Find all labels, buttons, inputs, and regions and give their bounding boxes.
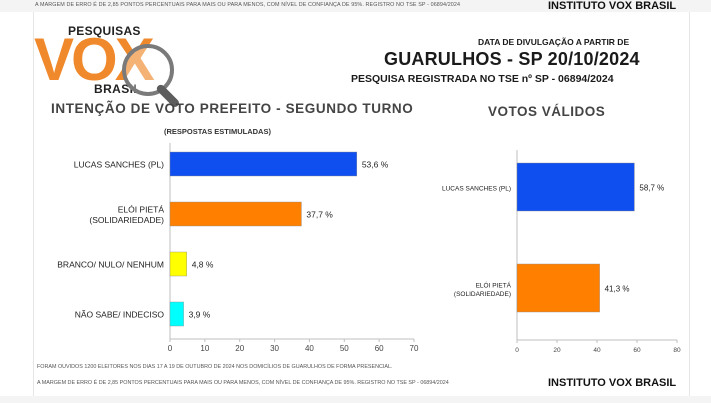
top-brand: INSTITUTO VOX BRASIL bbox=[548, 0, 677, 12]
bar-value-label: 53,6 % bbox=[362, 160, 389, 170]
x-tick-label: 60 bbox=[633, 347, 641, 354]
registration-text: PESQUISA REGISTRADA NO TSE nº SP - 06894… bbox=[351, 73, 614, 85]
x-tick-label: 20 bbox=[553, 347, 561, 354]
top-strip bbox=[0, 0, 711, 12]
bar-value-label: 41,3 % bbox=[605, 285, 630, 294]
fieldwork-note: FORAM OUVIDOS 1200 ELEITORES NOS DIAS 17… bbox=[37, 364, 393, 370]
x-tick-label: 0 bbox=[168, 344, 173, 353]
footer-brand: INSTITUTO VOX BRASIL bbox=[548, 377, 677, 389]
bar-0-0 bbox=[169, 151, 358, 177]
footer-margin-note: A MARGEM DE ERRO É DE 2,85 PONTOS PERCEN… bbox=[37, 380, 449, 386]
chart-title-voting-intention: INTENÇÃO DE VOTO PREFEITO - SEGUNDO TURN… bbox=[51, 101, 414, 116]
x-tick-label: 80 bbox=[673, 347, 681, 354]
x-tick-label: 40 bbox=[305, 344, 314, 353]
category-label: (SOLIDARIEDADE) bbox=[89, 215, 164, 225]
x-tick-label: 30 bbox=[270, 344, 279, 353]
city-date-title: GUARULHOS - SP 20/10/2024 bbox=[384, 49, 640, 69]
x-tick-label: 50 bbox=[340, 344, 349, 353]
category-label: ELÓI PIETÁ bbox=[476, 280, 512, 289]
bar-0-2 bbox=[169, 251, 187, 277]
x-tick-label: 0 bbox=[515, 347, 519, 354]
bar-0-1 bbox=[169, 201, 302, 227]
x-tick-label: 60 bbox=[375, 344, 384, 353]
category-label: NÃO SABE/ INDECISO bbox=[75, 310, 165, 320]
x-tick-label: 70 bbox=[410, 344, 419, 353]
release-date-label: DATA DE DIVULGAÇÃO A PARTIR DE bbox=[478, 37, 630, 47]
top-margin-note: A MARGEM DE ERRO É DE 2,85 PONTOS PERCEN… bbox=[35, 2, 461, 8]
x-tick-label: 40 bbox=[593, 347, 601, 354]
category-label: LUCAS SANCHES (PL) bbox=[442, 186, 511, 193]
category-label: ELÓI PIETÁ bbox=[118, 204, 165, 214]
x-tick-label: 20 bbox=[235, 344, 244, 353]
category-label: LUCAS SANCHES (PL) bbox=[74, 160, 164, 170]
bar-value-label: 37,7 % bbox=[306, 210, 333, 220]
bar-1-1 bbox=[516, 263, 600, 313]
chart-subtitle-stimulated: (RESPOSTAS ESTIMULADAS) bbox=[164, 127, 271, 136]
bar-0-3 bbox=[169, 301, 184, 327]
logo-top-text: PESQUISAS bbox=[68, 24, 141, 38]
bar-value-label: 3,9 % bbox=[189, 310, 211, 320]
vox-brasil-logo: VOX PESQUISAS BRASIL bbox=[34, 24, 181, 109]
chart-title-valid-votes: VOTOS VÁLIDOS bbox=[488, 104, 606, 119]
category-label: BRANCO/ NULO/ NENHUM bbox=[57, 260, 164, 270]
bottom-strip bbox=[0, 396, 711, 403]
category-label: (SOLIDARIEDADE) bbox=[454, 291, 511, 298]
bar-value-label: 4,8 % bbox=[192, 260, 214, 270]
bar-1-0 bbox=[516, 162, 635, 212]
x-tick-label: 10 bbox=[200, 344, 209, 353]
bar-value-label: 58,7 % bbox=[639, 184, 664, 193]
